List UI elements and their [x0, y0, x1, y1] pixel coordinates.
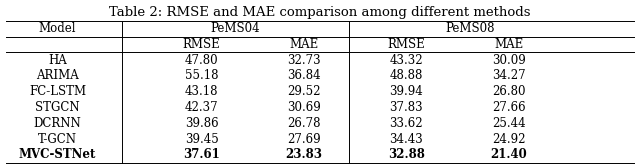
Text: HA: HA: [48, 54, 67, 67]
Text: RMSE: RMSE: [388, 38, 425, 51]
Text: 36.84: 36.84: [287, 69, 321, 83]
Text: 43.18: 43.18: [185, 85, 218, 98]
Text: MAE: MAE: [289, 38, 319, 51]
Text: 29.52: 29.52: [287, 85, 321, 98]
Text: 37.83: 37.83: [390, 101, 423, 114]
Text: 30.69: 30.69: [287, 101, 321, 114]
Text: 21.40: 21.40: [490, 148, 527, 161]
Text: RMSE: RMSE: [183, 38, 220, 51]
Text: 42.37: 42.37: [185, 101, 218, 114]
Text: 48.88: 48.88: [390, 69, 423, 83]
Text: 33.62: 33.62: [390, 117, 423, 130]
Text: 47.80: 47.80: [185, 54, 218, 67]
Text: 24.92: 24.92: [492, 132, 525, 146]
Text: 32.88: 32.88: [388, 148, 425, 161]
Text: Model: Model: [39, 22, 76, 35]
Text: 39.45: 39.45: [185, 132, 218, 146]
Text: 23.83: 23.83: [285, 148, 323, 161]
Text: STGCN: STGCN: [35, 101, 80, 114]
Text: 34.27: 34.27: [492, 69, 525, 83]
Text: FC-LSTM: FC-LSTM: [29, 85, 86, 98]
Text: 32.73: 32.73: [287, 54, 321, 67]
Text: 39.86: 39.86: [185, 117, 218, 130]
Text: PeMS04: PeMS04: [210, 22, 260, 35]
Text: DCRNN: DCRNN: [34, 117, 81, 130]
Text: Table 2: RMSE and MAE comparison among different methods: Table 2: RMSE and MAE comparison among d…: [109, 6, 531, 19]
Text: 30.09: 30.09: [492, 54, 525, 67]
Text: 26.80: 26.80: [492, 85, 525, 98]
Text: 43.32: 43.32: [390, 54, 423, 67]
Text: 27.69: 27.69: [287, 132, 321, 146]
Text: PeMS08: PeMS08: [445, 22, 495, 35]
Text: MVC-STNet: MVC-STNet: [19, 148, 96, 161]
Text: 55.18: 55.18: [185, 69, 218, 83]
Text: T-GCN: T-GCN: [38, 132, 77, 146]
Text: 27.66: 27.66: [492, 101, 525, 114]
Text: 25.44: 25.44: [492, 117, 525, 130]
Text: 34.43: 34.43: [390, 132, 423, 146]
Text: MAE: MAE: [494, 38, 524, 51]
Text: ARIMA: ARIMA: [36, 69, 79, 83]
Text: 37.61: 37.61: [183, 148, 220, 161]
Text: 39.94: 39.94: [390, 85, 423, 98]
Text: 26.78: 26.78: [287, 117, 321, 130]
